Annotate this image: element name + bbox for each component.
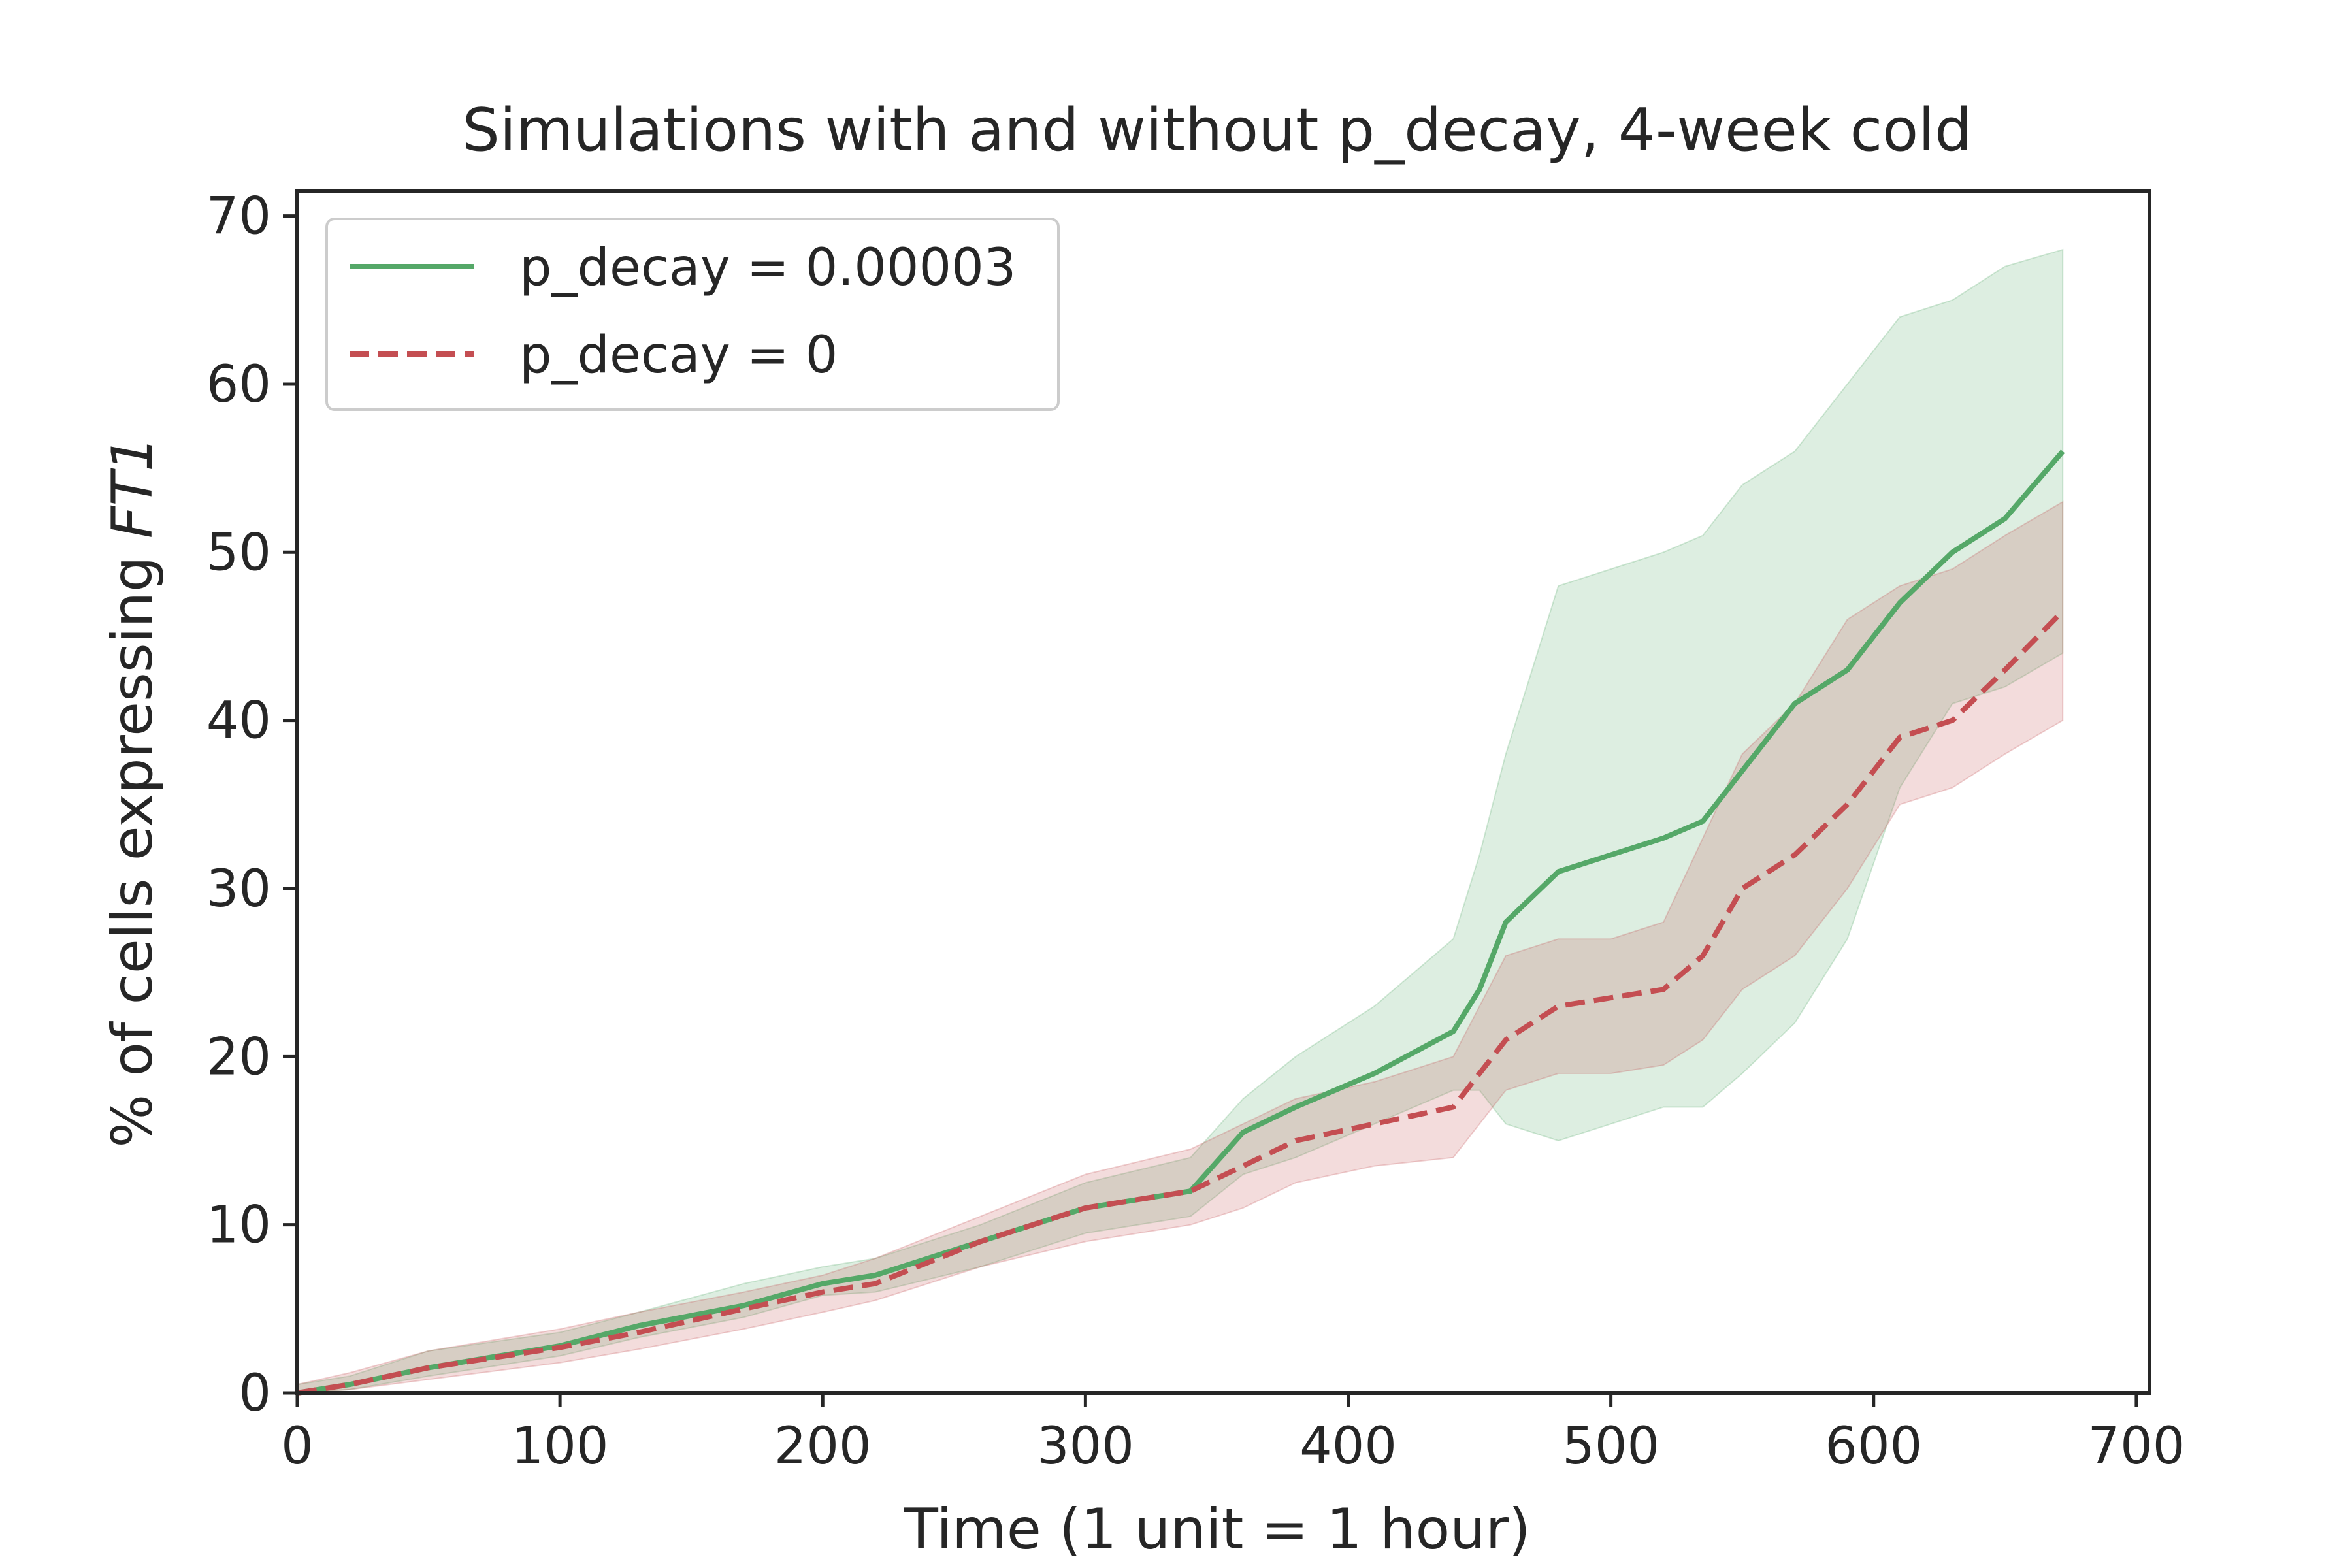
x-axis-label: Time (1 unit = 1 hour)	[903, 1497, 1530, 1562]
y-axis-label-italic: FT1	[100, 436, 165, 538]
x-tick-label: 500	[1562, 1417, 1659, 1476]
series-line-1	[297, 609, 2065, 1396]
x-axis-ticks: 0 100 200 300 400 500 600 700	[281, 1393, 2185, 1476]
x-tick-label: 700	[2087, 1417, 2185, 1476]
y-tick-label: 0	[238, 1364, 271, 1423]
x-tick-label: 600	[1825, 1417, 1922, 1476]
y-tick-label: 10	[206, 1196, 271, 1255]
plot-frame	[295, 189, 2151, 1395]
y-axis-label-prefix: % of cells expressing	[100, 538, 165, 1148]
legend: p_decay = 0.00003 p_decay = 0	[325, 218, 1060, 411]
x-tick-label: 0	[281, 1417, 314, 1476]
x-tick-label: 300	[1037, 1417, 1134, 1476]
confidence-band-series-0	[297, 248, 2064, 1394]
y-tick-label: 50	[206, 523, 271, 582]
legend-box	[325, 218, 1060, 411]
x-tick-label: 100	[512, 1417, 609, 1476]
y-axis-ticks: 0 10 20 30 40 50 60 70	[206, 188, 297, 1423]
y-tick-label: 20	[206, 1028, 271, 1086]
y-tick-label: 30	[206, 860, 271, 919]
x-tick-label: 200	[774, 1417, 872, 1476]
y-tick-label: 60	[206, 355, 271, 414]
series-lines	[297, 449, 2065, 1396]
series-line-0	[297, 449, 2065, 1396]
y-tick-label: 70	[206, 188, 271, 246]
y-tick-label: 40	[206, 692, 271, 751]
legend-label-series-1: p_decay = 0	[519, 326, 838, 385]
x-tick-label: 400	[1299, 1417, 1397, 1476]
y-axis-label: % of cells expressing FT1	[100, 436, 165, 1147]
legend-label-series-0: p_decay = 0.00003	[519, 238, 1016, 297]
chart-title: Simulations with and without p_decay, 4-…	[463, 96, 1972, 165]
